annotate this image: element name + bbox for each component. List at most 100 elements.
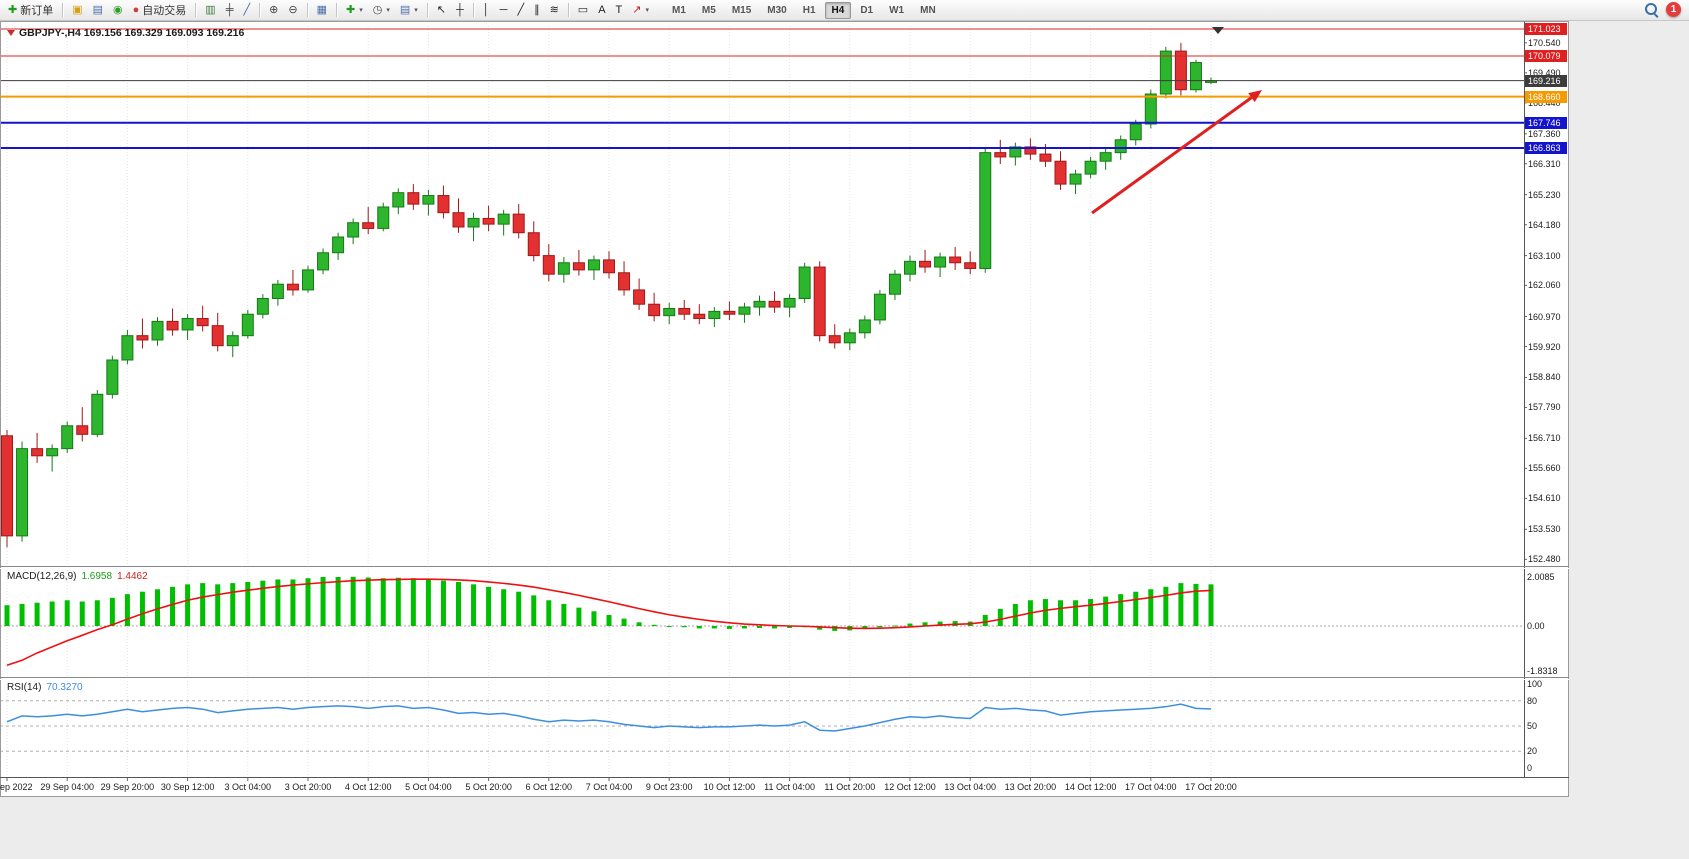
channel-icon[interactable]: ∥ <box>530 1 544 20</box>
macd-histogram-bar <box>1012 603 1018 626</box>
rsi-line <box>6 703 1212 732</box>
alerts-icon[interactable]: ▣ <box>68 1 86 20</box>
macd-signal-line <box>6 578 1212 666</box>
auto-trading-button[interactable]: ● 自动交易 <box>129 1 191 20</box>
macd-histogram-bar <box>139 591 145 626</box>
fibonacci-icon[interactable]: ≋ <box>546 1 563 20</box>
macd-histogram-bar <box>982 614 988 626</box>
trendline-icon[interactable]: ╱ <box>513 1 528 20</box>
candle-body <box>964 262 977 269</box>
macd-histogram-bar <box>922 622 928 626</box>
timeframe-d1[interactable]: D1 <box>860 4 874 16</box>
candle-body <box>61 425 74 450</box>
history-center-icon[interactable]: ◉ <box>109 1 127 20</box>
zoom-out-icon: ⊖ <box>288 3 298 16</box>
candle-body <box>919 260 932 268</box>
macd-histogram-bar <box>94 600 100 626</box>
macd-histogram-bar <box>1208 584 1214 626</box>
macd-histogram-bar <box>260 580 266 626</box>
timeframe-w1[interactable]: W1 <box>889 4 905 16</box>
zoom-out-icon[interactable]: ⊖ <box>284 1 301 20</box>
macd-histogram-bar <box>79 601 85 626</box>
candle-body <box>317 252 330 271</box>
candle-body <box>302 269 314 291</box>
macd-histogram-bar <box>636 622 642 626</box>
candle-body <box>151 320 164 341</box>
candle-body <box>888 273 901 295</box>
macd-histogram-bar <box>651 624 657 626</box>
chart-menu-icon[interactable] <box>7 30 15 36</box>
toolbar-separator <box>306 3 308 17</box>
alerts-icon: ▣ <box>72 3 83 16</box>
horizontal-line-icon[interactable]: ─ <box>496 1 512 20</box>
symbol-ohlc-text: GBPJPY-,H4 169.156 169.329 169.093 169.2… <box>19 27 245 39</box>
candle-body <box>723 310 736 315</box>
tile-windows-icon: ▦ <box>316 3 327 16</box>
zoom-in-icon: ⊕ <box>269 3 279 16</box>
candle-body <box>753 300 766 308</box>
bar-chart-icon[interactable]: ▥ <box>201 1 219 20</box>
timeframe-mn[interactable]: MN <box>920 4 936 16</box>
macd-histogram-bar <box>997 608 1003 626</box>
search-icon[interactable] <box>1644 2 1659 17</box>
candle-body <box>1039 153 1052 162</box>
candle-body <box>1099 152 1112 162</box>
notification-badge[interactable]: 1 <box>1666 2 1681 17</box>
candle-body <box>121 335 134 361</box>
line-chart-icon[interactable]: ╱ <box>240 1 255 20</box>
toolbar-separator <box>335 3 337 17</box>
bar-chart-icon: ▥ <box>205 3 216 16</box>
periods-button[interactable]: ◷ ▾ <box>369 1 394 20</box>
candlestick-chart-icon[interactable]: ╪ <box>222 1 238 20</box>
dropdown-caret-icon: ▾ <box>645 7 649 14</box>
macd-histogram-bar <box>109 597 115 626</box>
trend-arrow[interactable] <box>1091 96 1253 215</box>
trendline-icon: ╱ <box>517 3 525 16</box>
candle-body <box>768 300 781 308</box>
macd-histogram-bar <box>1042 599 1048 626</box>
macd-histogram-bar <box>395 577 401 626</box>
timeframe-m30[interactable]: M30 <box>767 4 787 16</box>
timeframe-m15[interactable]: M15 <box>731 4 752 16</box>
fibonacci-icon: ≋ <box>549 3 559 16</box>
label-icon[interactable]: T <box>612 1 627 20</box>
toolbar-separator <box>259 3 261 17</box>
candle-body <box>1 435 13 537</box>
tile-windows-icon[interactable]: ▦ <box>313 1 331 20</box>
timeframe-h4[interactable]: H4 <box>824 1 852 19</box>
macd-histogram-bar <box>606 614 612 626</box>
candle-body <box>603 259 615 274</box>
templates-button[interactable]: ▤ ▾ <box>396 1 422 20</box>
crosshair-icon[interactable]: ┼ <box>452 1 468 20</box>
macd-histogram-bar <box>817 626 823 630</box>
print-icon[interactable]: ▤ <box>89 1 107 20</box>
vertical-line-icon[interactable]: │ <box>479 1 494 20</box>
indicators-button[interactable]: ✚ ▾ <box>342 1 367 20</box>
dropdown-caret-icon: ▾ <box>414 7 418 14</box>
candle-body <box>16 448 29 537</box>
timeframe-toolbar: M1 M5 M15 M30 H1 H4 D1 W1 MN <box>664 1 944 19</box>
cursor-icon[interactable]: ↖ <box>433 1 450 20</box>
toolbar: ✚ 新订单 ▣ ▤ ◉ ● 自动交易 ▥ ╪ ╱ ⊕ ⊖ ▦ ✚ ▾ ◷ ▾ ▤ ▾ ↖ ┼ │ ─ ╱ ∥ ≋ ▭ A T ↗ ▾ M1 M… <box>0 0 1689 21</box>
timeframe-m5[interactable]: M5 <box>701 4 716 16</box>
zoom-in-icon[interactable]: ⊕ <box>265 1 282 20</box>
timeframe-m1[interactable]: M1 <box>672 4 686 16</box>
candle-body <box>211 325 224 347</box>
macd-histogram-bar <box>1058 600 1063 626</box>
window-background-bottom <box>0 797 1569 859</box>
trend-arrow-head[interactable] <box>1248 90 1262 103</box>
candle-body <box>693 313 706 320</box>
templates-icon: ▤ <box>399 3 411 16</box>
new-order-button[interactable]: ✚ 新订单 <box>4 1 57 20</box>
candle-body <box>904 260 916 275</box>
shapes-icon[interactable]: ▭ <box>574 1 592 20</box>
arrows-icon[interactable]: ↗ ▾ <box>628 1 653 20</box>
candle-body <box>226 335 239 347</box>
macd-histogram-bar <box>410 578 416 626</box>
chart-shift-marker[interactable] <box>1212 27 1224 34</box>
horizontal-line-icon: ─ <box>499 3 508 16</box>
timeframe-h1[interactable]: H1 <box>802 4 816 16</box>
candle-body <box>798 266 811 299</box>
text-icon[interactable]: A <box>594 1 609 20</box>
rsi-value: 70.3270 <box>46 682 83 693</box>
